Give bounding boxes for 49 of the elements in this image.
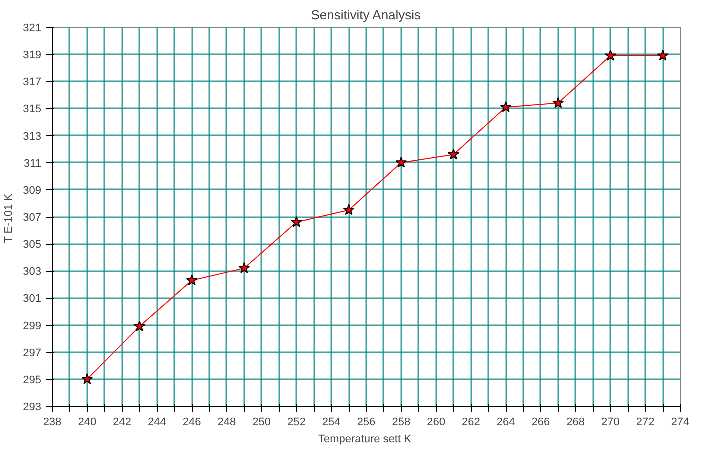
y-tick-label: 297 <box>23 347 42 360</box>
x-tick-label: 260 <box>427 416 446 428</box>
x-tick-label: 238 <box>43 416 62 428</box>
x-tick-label: 264 <box>496 416 516 428</box>
y-tick-label: 313 <box>23 130 42 143</box>
x-tick-label: 274 <box>671 416 690 428</box>
y-tick-label: 307 <box>23 212 42 224</box>
x-axis-title: Temperature sett K <box>318 434 412 446</box>
y-tick-label: 309 <box>23 184 42 197</box>
x-tick-label: 262 <box>462 416 480 428</box>
point <box>604 50 616 61</box>
x-tick-label: 248 <box>218 416 236 428</box>
x-tick-label: 246 <box>182 416 202 428</box>
x-tick-label: 254 <box>322 416 341 428</box>
y-tick-label: 315 <box>23 104 42 116</box>
point <box>134 320 146 332</box>
y-tick-label: 303 <box>23 266 42 278</box>
x-tick-label: 258 <box>392 416 411 428</box>
y-tick-label: 301 <box>23 293 42 306</box>
chart-title: Sensitivity Analysis <box>311 8 422 22</box>
y-tick-label: 311 <box>24 158 42 170</box>
y-tick-label: 299 <box>23 320 42 332</box>
y-tick-label: 293 <box>23 402 42 414</box>
y-tick-label: 295 <box>23 374 42 386</box>
x-tick-label: 270 <box>602 416 620 428</box>
x-tick-label: 240 <box>78 416 97 428</box>
point <box>238 262 250 274</box>
point <box>186 274 198 286</box>
x-tick-label: 250 <box>252 416 272 428</box>
point <box>552 97 564 108</box>
point <box>343 204 355 216</box>
x-tick-label: 242 <box>113 416 132 428</box>
point <box>290 216 302 228</box>
x-tick-label: 256 <box>357 416 376 428</box>
x-tick-label: 268 <box>566 416 586 428</box>
point <box>500 101 512 112</box>
point <box>448 148 460 160</box>
x-tick-label: 244 <box>148 416 166 428</box>
y-tick-label: 305 <box>23 239 42 252</box>
y-tick-label: 317 <box>23 76 42 89</box>
x-tick-label: 266 <box>532 416 550 428</box>
y-axis-title: T E-101 K <box>3 193 16 244</box>
point <box>82 373 94 384</box>
point <box>657 50 669 61</box>
point <box>396 156 408 168</box>
x-tick-label: 272 <box>636 416 655 428</box>
y-tick-label: 321 <box>23 22 42 34</box>
x-tick-label: 252 <box>288 416 306 428</box>
y-tick-label: 319 <box>23 50 42 62</box>
